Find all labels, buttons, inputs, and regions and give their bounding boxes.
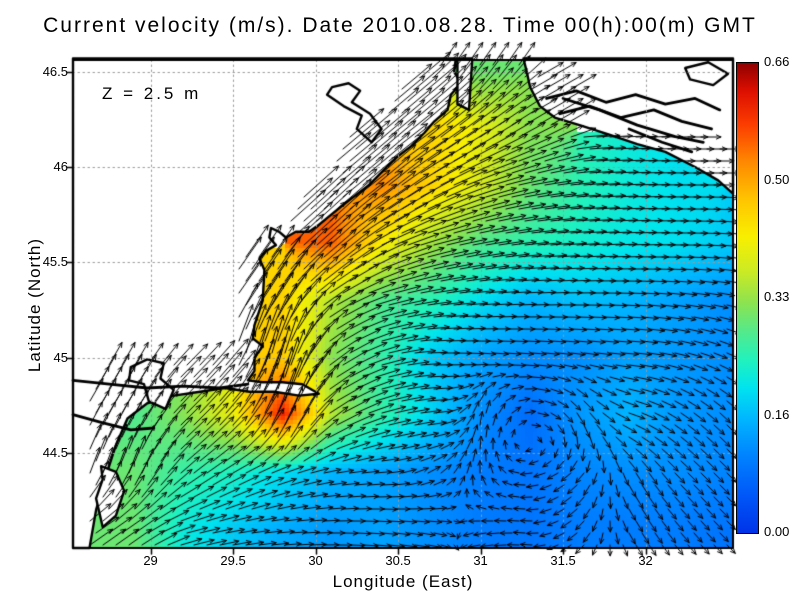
y-tick-label: 45.5 — [42, 254, 68, 270]
x-tick-label: 29.5 — [220, 553, 246, 568]
colorbar — [736, 62, 759, 534]
y-tick-label: 46 — [53, 159, 68, 175]
colorbar-tick-label: 0.50 — [764, 171, 790, 187]
y-axis-label: Latitude (North) — [25, 237, 44, 373]
colorbar-tick-label: 0.16 — [764, 406, 790, 422]
x-tick-label: 31 — [473, 553, 488, 568]
colorbar-tick-label: 0.33 — [764, 289, 790, 304]
x-tick-label: 31.5 — [550, 553, 576, 568]
x-tick-label: 32 — [638, 553, 653, 568]
colorbar-tick-label: 0.66 — [764, 54, 790, 69]
x-tick-label: 30 — [308, 553, 323, 568]
x-tick-label: 30.5 — [385, 553, 411, 568]
y-tick-label: 44.5 — [42, 444, 68, 460]
colorbar-tick-label: 0.00 — [764, 524, 790, 539]
x-axis-label: Longitude (East) — [332, 572, 474, 591]
depth-annotation: Z = 2.5 m — [102, 84, 202, 103]
y-tick-label: 45 — [53, 349, 68, 365]
chart-title: Current velocity (m/s). Date 2010.08.28.… — [43, 14, 757, 37]
x-tick-label: 29 — [143, 553, 158, 568]
y-tick-label: 46.5 — [42, 63, 68, 79]
